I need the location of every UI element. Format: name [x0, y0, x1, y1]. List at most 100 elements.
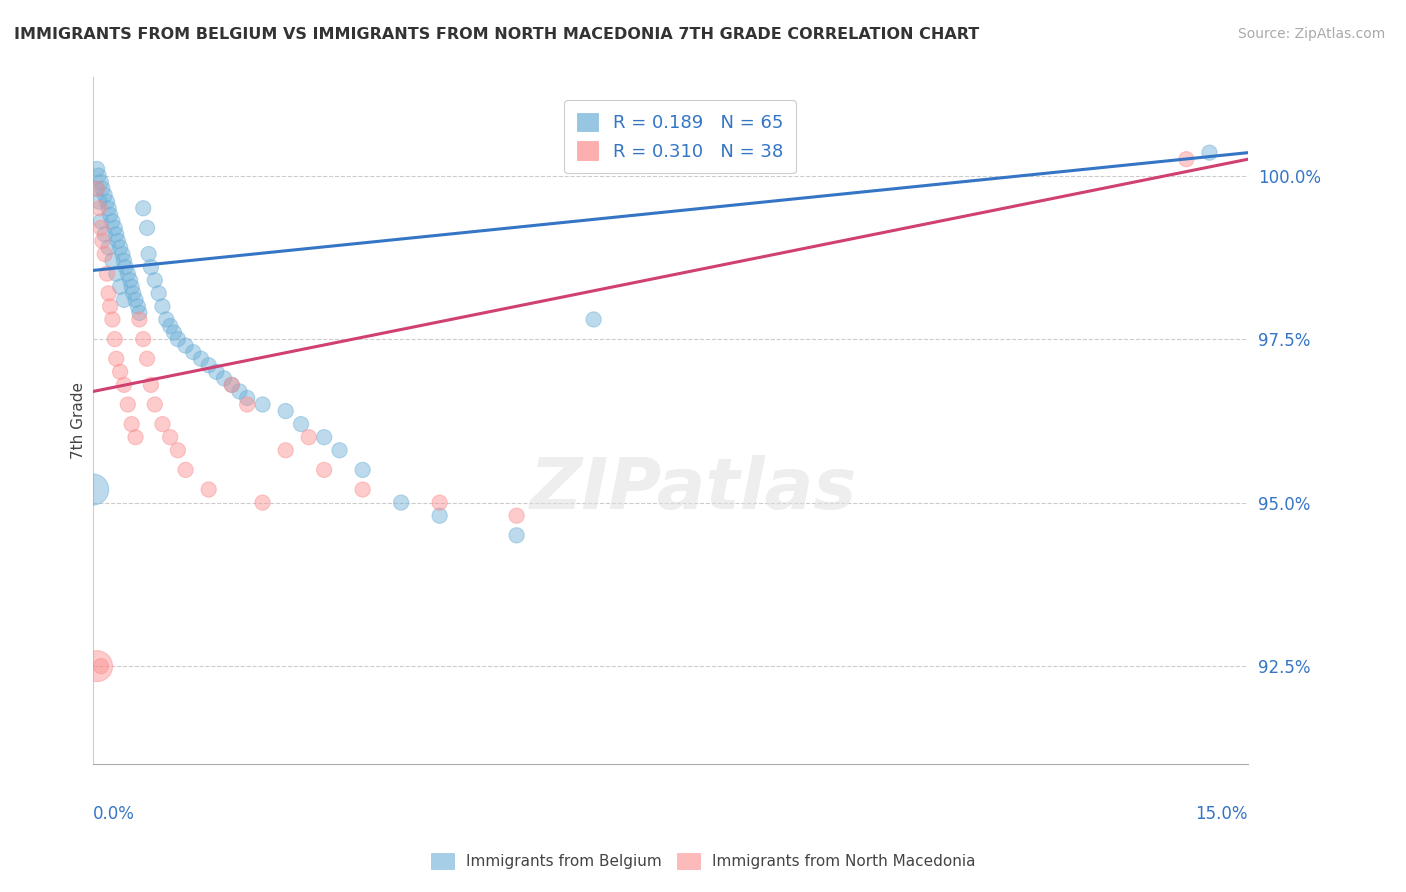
Point: [111, 247, 134, 261]
Point: [136, 351, 159, 366]
Point: [97, 240, 120, 254]
Point: [86, 181, 108, 195]
Point: [167, 332, 190, 346]
Point: [143, 273, 166, 287]
Point: [328, 443, 350, 458]
Point: [352, 483, 374, 497]
Point: [314, 463, 336, 477]
Point: [86, 181, 108, 195]
Point: [139, 377, 162, 392]
Point: [274, 443, 297, 458]
Point: [104, 332, 127, 346]
Point: [121, 417, 143, 431]
Point: [91, 181, 114, 195]
Point: [221, 377, 243, 392]
Point: [252, 397, 274, 411]
Point: [352, 463, 374, 477]
Point: [108, 365, 131, 379]
Point: [389, 495, 412, 509]
Point: [128, 306, 150, 320]
Point: [98, 299, 121, 313]
Point: [582, 312, 605, 326]
Point: [274, 404, 297, 418]
Text: IMMIGRANTS FROM BELGIUM VS IMMIGRANTS FROM NORTH MACEDONIA 7TH GRADE CORRELATION: IMMIGRANTS FROM BELGIUM VS IMMIGRANTS FR…: [14, 27, 980, 42]
Point: [89, 201, 111, 215]
Point: [212, 371, 235, 385]
Point: [139, 260, 162, 274]
Point: [122, 286, 145, 301]
Point: [314, 430, 336, 444]
Point: [124, 293, 146, 307]
Point: [621, 149, 644, 163]
Point: [96, 194, 118, 209]
Point: [93, 227, 115, 242]
Point: [1175, 152, 1198, 166]
Point: [429, 495, 451, 509]
Point: [101, 312, 124, 326]
Point: [197, 483, 219, 497]
Point: [112, 293, 135, 307]
Point: [167, 443, 190, 458]
Point: [93, 247, 115, 261]
Point: [89, 194, 111, 209]
Point: [107, 234, 129, 248]
Point: [174, 338, 197, 352]
Point: [221, 377, 243, 392]
Text: Source: ZipAtlas.com: Source: ZipAtlas.com: [1237, 27, 1385, 41]
Point: [136, 220, 159, 235]
Point: [91, 234, 114, 248]
Point: [86, 161, 108, 176]
Point: [228, 384, 250, 399]
Point: [152, 417, 174, 431]
Legend: R = 0.189   N = 65, R = 0.310   N = 38: R = 0.189 N = 65, R = 0.310 N = 38: [564, 100, 796, 173]
Point: [90, 659, 112, 673]
Point: [105, 267, 128, 281]
Point: [124, 430, 146, 444]
Point: [87, 169, 110, 183]
Point: [152, 299, 174, 313]
Point: [90, 175, 112, 189]
Point: [108, 279, 131, 293]
Point: [112, 253, 135, 268]
Point: [148, 286, 170, 301]
Point: [1198, 145, 1220, 160]
Text: ZIPatlas: ZIPatlas: [530, 455, 858, 524]
Point: [101, 253, 124, 268]
Point: [236, 397, 259, 411]
Point: [121, 279, 143, 293]
Text: 15.0%: 15.0%: [1195, 805, 1249, 823]
Point: [117, 397, 139, 411]
Point: [505, 508, 527, 523]
Point: [128, 312, 150, 326]
Point: [252, 495, 274, 509]
Point: [505, 528, 527, 542]
Point: [97, 201, 120, 215]
Text: 0.0%: 0.0%: [93, 805, 135, 823]
Legend: Immigrants from Belgium, Immigrants from North Macedonia: Immigrants from Belgium, Immigrants from…: [425, 847, 981, 875]
Point: [298, 430, 321, 444]
Point: [105, 351, 128, 366]
Point: [101, 214, 124, 228]
Point: [93, 188, 115, 202]
Point: [105, 227, 128, 242]
Point: [138, 247, 160, 261]
Point: [236, 391, 259, 405]
Point: [98, 208, 121, 222]
Point: [174, 463, 197, 477]
Point: [290, 417, 312, 431]
Point: [90, 220, 112, 235]
Point: [143, 397, 166, 411]
Point: [117, 267, 139, 281]
Point: [197, 358, 219, 372]
Y-axis label: 7th Grade: 7th Grade: [72, 383, 86, 459]
Point: [205, 365, 228, 379]
Point: [429, 508, 451, 523]
Point: [96, 267, 118, 281]
Point: [114, 260, 136, 274]
Point: [120, 273, 142, 287]
Point: [86, 659, 108, 673]
Point: [181, 345, 204, 359]
Point: [104, 220, 127, 235]
Point: [159, 430, 181, 444]
Point: [127, 299, 149, 313]
